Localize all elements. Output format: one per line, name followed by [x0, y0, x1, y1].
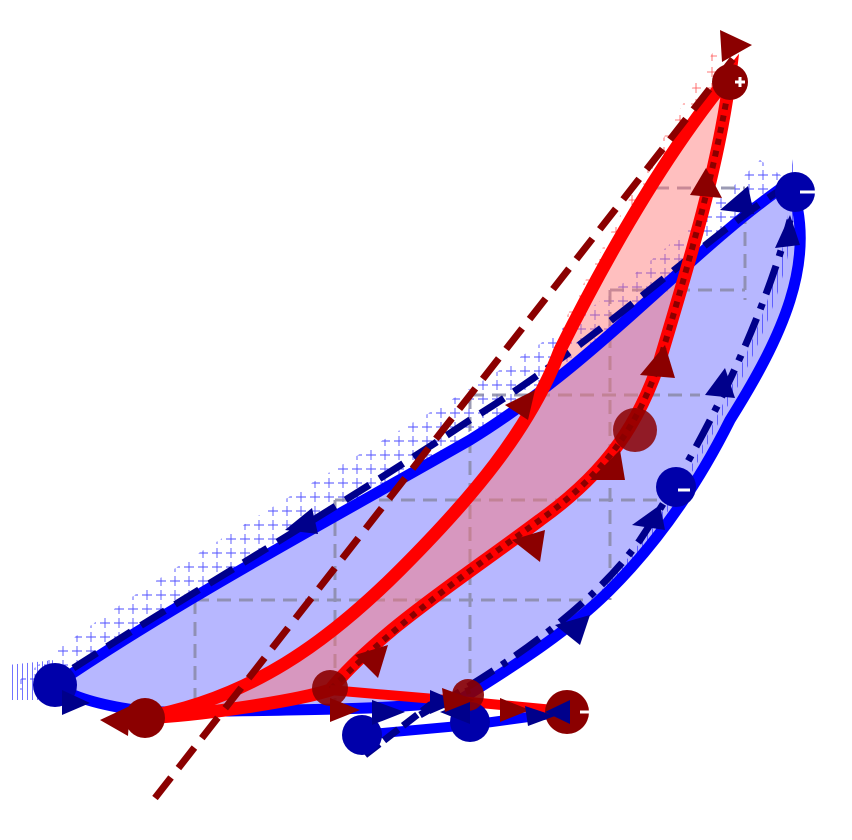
marker-dot: [656, 467, 696, 507]
blue-dashdot-trace: [418, 219, 794, 719]
marker-dot: [775, 172, 815, 212]
marker-dot: [125, 698, 165, 738]
arrow-marker: [640, 345, 675, 378]
arrow-marker: [512, 530, 545, 562]
marker-dot: [712, 64, 748, 100]
arrow-marker: [590, 450, 625, 480]
arrow-marker: [100, 706, 130, 736]
red-loop-outline: [133, 53, 740, 725]
arrow-marker: [442, 688, 475, 712]
arrow-marker: [555, 615, 590, 645]
arrow-marker: [720, 30, 752, 62]
arrow-marker: [372, 700, 405, 725]
arrow-marker: [440, 700, 470, 724]
arrow-marker: [705, 368, 735, 398]
arrow-marker: [330, 698, 360, 722]
marker-dot: [613, 408, 657, 452]
arrow-marker: [285, 508, 318, 534]
marker-ticks: [580, 77, 815, 714]
arrow-marker: [720, 186, 754, 214]
marker-dot: [312, 670, 348, 706]
red-dashed-diagonal: [152, 47, 743, 801]
arrow-marker: [355, 645, 388, 678]
arrow-marker: [505, 390, 535, 420]
arrow-marker: [525, 706, 555, 726]
blue-loop-outline: [49, 173, 806, 718]
arrow-marker: [500, 698, 530, 722]
arrow-marker: [775, 215, 800, 248]
arrow-marker: [690, 168, 722, 198]
arrow-marker: [62, 690, 90, 715]
arrow-markers: [62, 30, 800, 736]
blue-cross-hatch: [8, 160, 790, 690]
arrow-marker: [632, 505, 665, 530]
arrow-marker: [545, 700, 570, 724]
